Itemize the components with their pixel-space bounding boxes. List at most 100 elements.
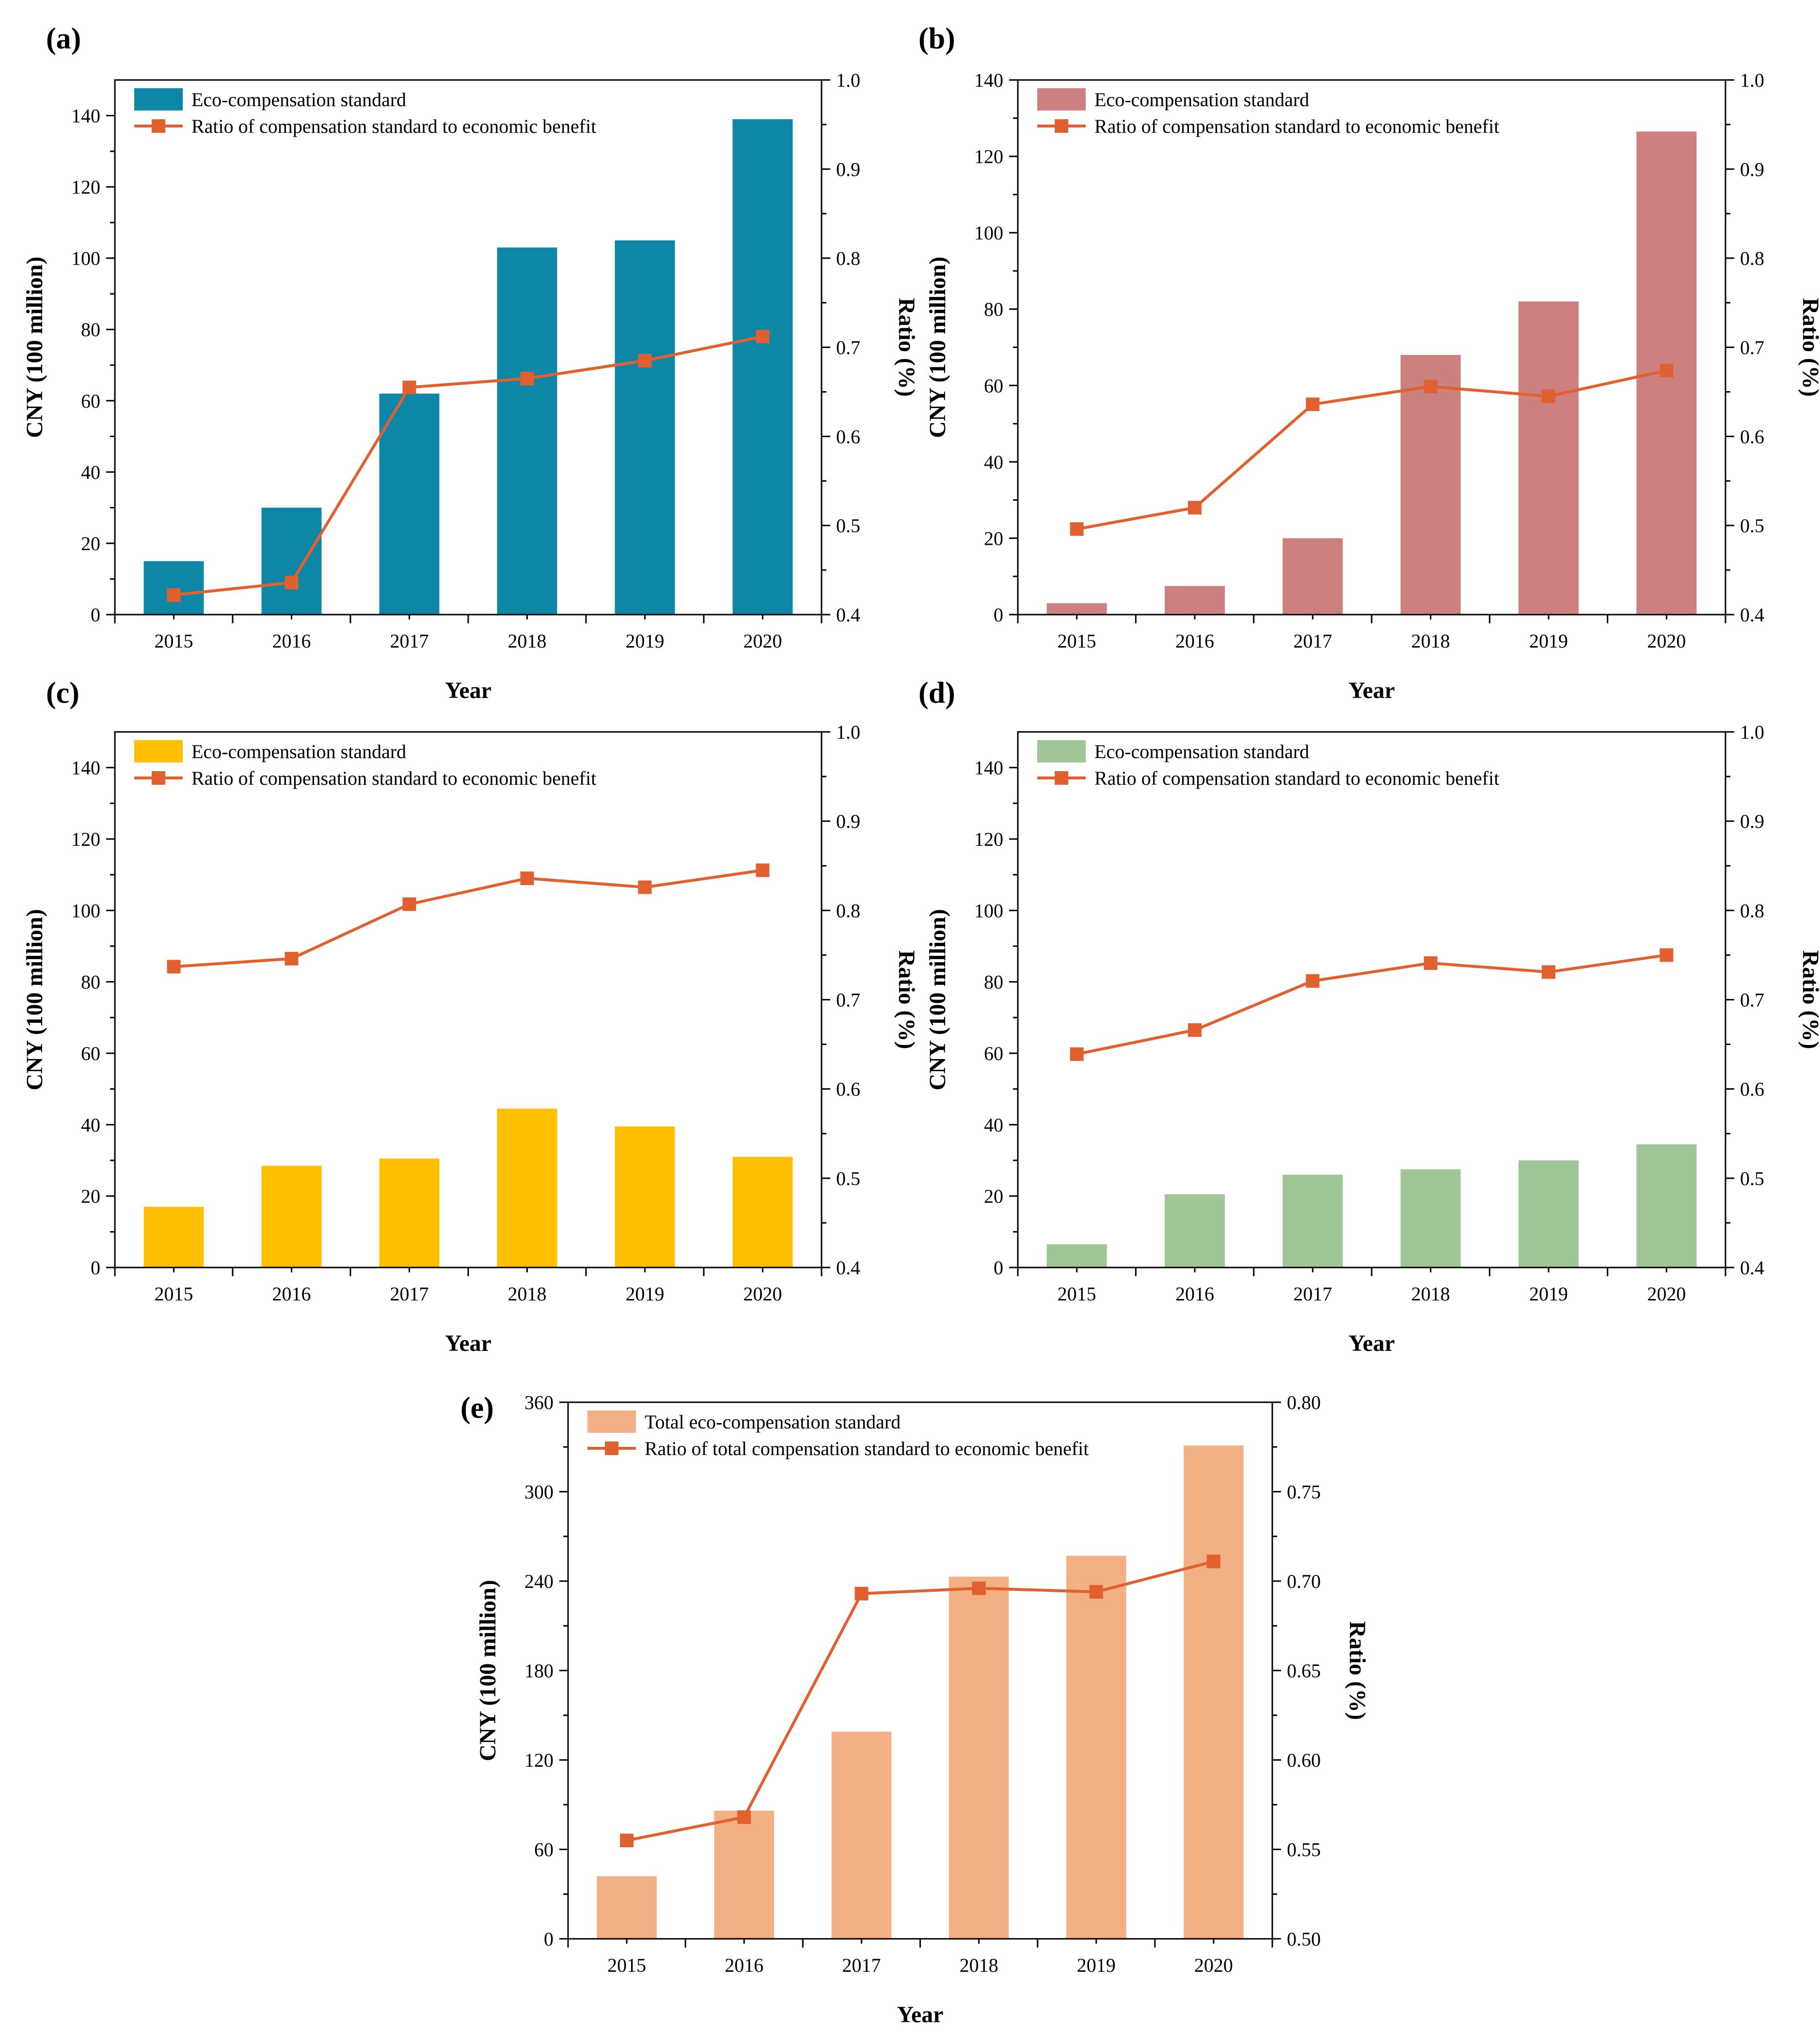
y-tick-label: 0 <box>544 1928 554 1950</box>
plot-frame <box>567 1401 1273 1940</box>
y-tick-label: 120 <box>71 176 100 198</box>
ratio-marker-2015 <box>167 588 181 602</box>
legend-bar-swatch <box>134 740 183 762</box>
y-tick-label: 100 <box>71 900 100 921</box>
y-tick-label: 0 <box>91 1257 100 1279</box>
ratio-marker-2017 <box>855 1586 869 1600</box>
y-tick-label: 0 <box>994 1257 1003 1279</box>
y2-tick-label: 0.75 <box>1287 1481 1321 1503</box>
ratio-line <box>1076 953 1667 1056</box>
bar-2020 <box>732 119 793 615</box>
bar-2016 <box>1164 586 1225 615</box>
y-tick-label: 100 <box>974 900 1003 921</box>
ratio-marker-2015 <box>1070 1047 1084 1061</box>
y-tick-label: 20 <box>984 527 1003 549</box>
legend-line-marker <box>605 1442 618 1455</box>
x-tick-label: 2018 <box>1411 630 1450 652</box>
x-tick-label: 2015 <box>1058 1283 1096 1305</box>
y-tick-label: 140 <box>974 69 1003 91</box>
bar-2019 <box>615 1126 675 1268</box>
ratio-marker-2016 <box>285 951 299 966</box>
y2-tick-label: 0.60 <box>1287 1749 1321 1771</box>
bar-2015 <box>1046 1244 1107 1268</box>
bar-2019 <box>615 240 675 615</box>
y-tick-label: 240 <box>524 1570 554 1592</box>
x-axis-title: Year <box>1348 1331 1395 1356</box>
x-tick-label: 2020 <box>744 630 782 652</box>
y2-tick-label: 0.55 <box>1287 1839 1321 1861</box>
y2-tick-label: 0.9 <box>1740 810 1764 832</box>
bar-2015 <box>143 1206 204 1268</box>
bar-2017 <box>379 394 440 615</box>
x-tick-label: 2020 <box>1647 1283 1686 1305</box>
x-tick-label: 2017 <box>1293 1283 1332 1305</box>
y2-tick-label: 0.8 <box>836 248 860 269</box>
panel-label: (d) <box>918 677 955 710</box>
x-tick-label: 2018 <box>960 1954 998 1976</box>
y-tick-label: 180 <box>524 1660 554 1682</box>
x-tick-label: 2015 <box>155 630 193 652</box>
x-tick-label: 2020 <box>1194 1954 1233 1976</box>
plot-frame <box>1017 79 1726 616</box>
ratio-marker-2015 <box>1070 522 1084 536</box>
y-tick-label: 80 <box>81 319 100 341</box>
y-tick-label: 140 <box>71 757 100 779</box>
y2-tick-label: 0.7 <box>1740 337 1764 359</box>
chart-panel-3: (c) 0 20 40 60 80 100 120 140 0.4 0.5 0.6 0.7 0.8 0.9 1… <box>22 677 919 1356</box>
x-axis-title: Year <box>1348 678 1395 703</box>
ratio-marker-2016 <box>285 575 299 589</box>
y-tick-label: 140 <box>71 105 100 127</box>
y-tick-label: 0 <box>994 604 1003 626</box>
y2-tick-label: 0.7 <box>836 337 860 359</box>
legend-bar-label: Eco-compensation standard <box>1094 741 1309 762</box>
ratio-marker-2019 <box>638 354 652 368</box>
ratio-marker-2016 <box>1188 501 1202 515</box>
x-tick-label: 2015 <box>155 1283 193 1305</box>
x-tick-label: 2017 <box>390 1283 429 1305</box>
legend-line-label: Ratio of total compensation standard to … <box>645 1438 1089 1459</box>
ratio-line <box>626 1560 1214 1842</box>
legend-bar-swatch <box>1037 88 1086 111</box>
bar-2018 <box>497 247 557 615</box>
legend-line-label: Ratio of compensation standard to econom… <box>191 767 596 789</box>
ratio-marker-2016 <box>1188 1023 1202 1037</box>
panel-label: (b) <box>918 22 955 55</box>
x-tick-label: 2015 <box>607 1954 646 1976</box>
y2-axis-title: Ratio (%) <box>1345 1621 1370 1720</box>
ratio-marker-2018 <box>1424 380 1438 394</box>
panel-label: (c) <box>46 677 79 710</box>
x-tick-label: 2017 <box>390 630 429 652</box>
bar-2017 <box>379 1158 440 1268</box>
y2-tick-label: 0.8 <box>1740 900 1764 921</box>
x-tick-label: 2018 <box>508 1283 547 1305</box>
y2-tick-label: 0.9 <box>836 158 860 180</box>
ratio-marker-2017 <box>402 897 416 911</box>
x-tick-label: 2019 <box>1529 1283 1568 1305</box>
y2-tick-label: 1.0 <box>836 69 860 91</box>
legend-line-marker <box>1055 771 1068 785</box>
bar-2016 <box>261 1166 322 1268</box>
y-tick-label: 60 <box>984 375 1003 396</box>
y-tick-label: 40 <box>984 451 1003 473</box>
y2-tick-label: 0.5 <box>836 515 860 537</box>
legend-bar-swatch <box>1037 740 1086 762</box>
x-tick-label: 2015 <box>1058 630 1096 652</box>
bar-2018 <box>949 1576 1009 1939</box>
chart-panel-1: (a) 0 20 40 60 80 100 120 140 0.4 0.5 0.6 0.7 0.8 0.9 1… <box>22 22 919 703</box>
ratio-marker-2017 <box>402 380 416 395</box>
y-tick-label: 100 <box>71 248 100 269</box>
bar-2016 <box>261 507 322 615</box>
y-tick-label: 120 <box>524 1749 554 1771</box>
bar-2020 <box>1184 1445 1244 1939</box>
ratio-marker-2017 <box>1306 974 1320 988</box>
y2-tick-label: 0.70 <box>1287 1570 1321 1592</box>
legend-bar-swatch <box>587 1410 636 1433</box>
legend-bar-swatch <box>134 88 183 111</box>
y2-tick-label: 0.8 <box>836 900 860 921</box>
y2-tick-label: 0.4 <box>836 604 860 626</box>
bar-2017 <box>831 1731 892 1939</box>
y-tick-label: 20 <box>81 1186 100 1207</box>
y2-axis-title: Ratio (%) <box>894 298 919 397</box>
x-tick-label: 2020 <box>744 1283 782 1305</box>
y-tick-label: 360 <box>524 1392 554 1413</box>
